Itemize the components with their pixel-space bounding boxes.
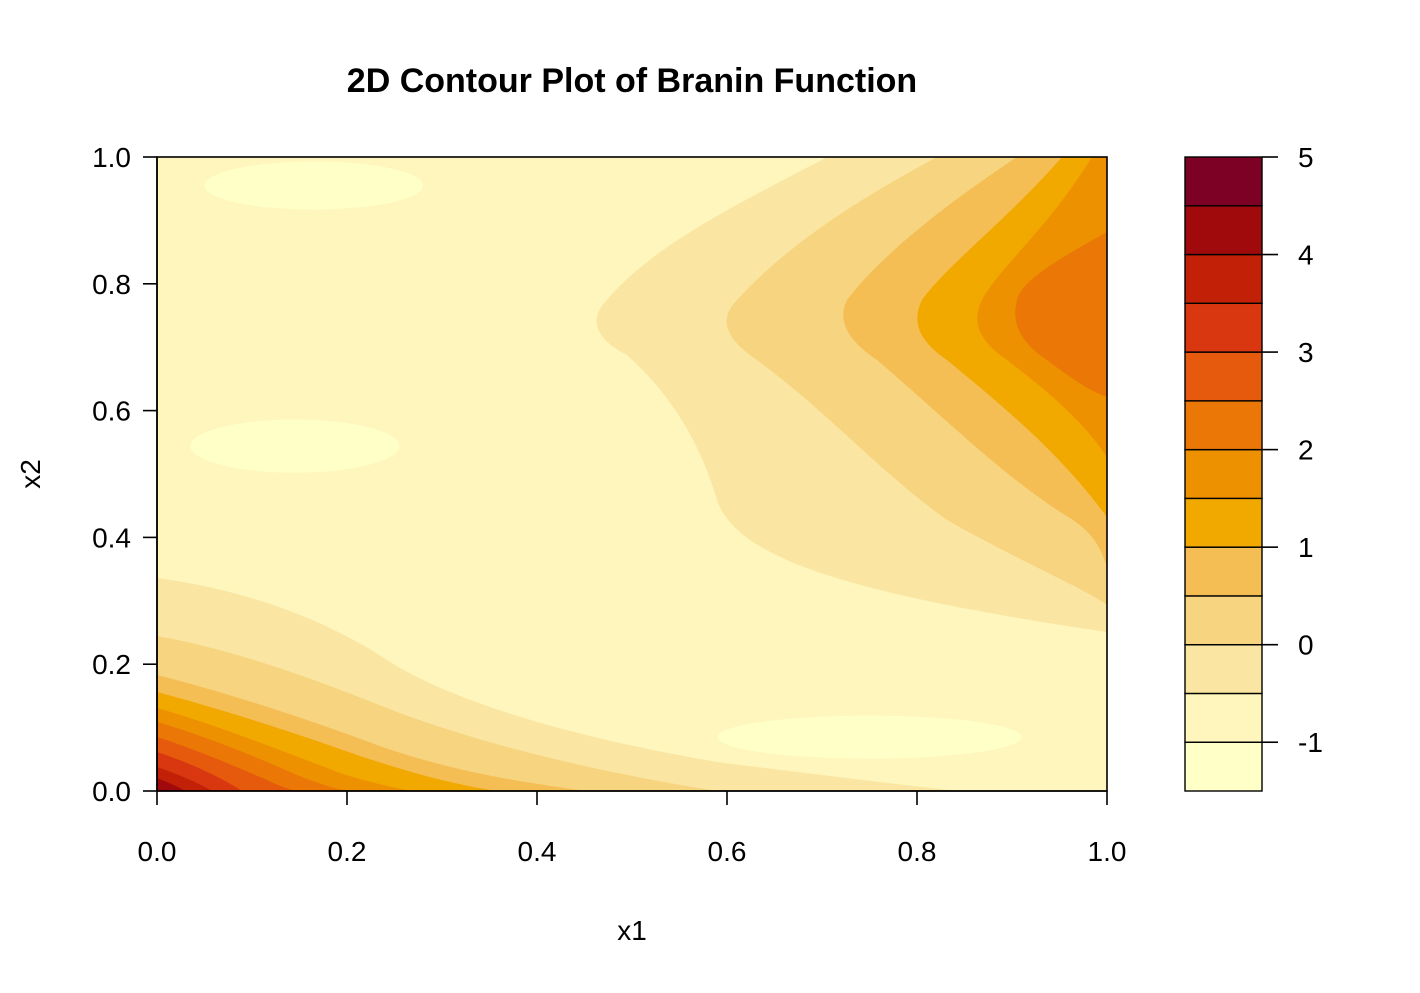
x-tick-label: 0.4 — [518, 836, 557, 867]
low-value-regions — [190, 161, 1022, 759]
y-tick-label: 1.0 — [92, 142, 131, 173]
colorbar-swatch — [1184, 302, 1263, 353]
contour-bands — [157, 157, 1107, 791]
y-axis: 0.0 0.2 0.4 0.6 0.8 1.0 — [92, 142, 158, 807]
y-tick-label: 0.2 — [92, 649, 131, 680]
x-axis: 0.0 0.2 0.4 0.6 0.8 1.0 — [138, 790, 1127, 867]
contour-band — [157, 778, 185, 791]
plot-area — [156, 156, 1108, 792]
y-tick-label: 0.4 — [92, 522, 131, 553]
colorbar-swatch — [1184, 595, 1263, 646]
x-axis-label: x1 — [617, 915, 647, 946]
colorbar-tick-label: 2 — [1298, 435, 1314, 466]
y-tick-label: 0.0 — [92, 776, 131, 807]
colorbar-swatch — [1184, 497, 1263, 548]
contour-band — [1015, 232, 1107, 397]
colorbar-swatch — [1184, 253, 1263, 305]
colorbar-tick-label: 1 — [1298, 532, 1314, 563]
colorbar-swatch — [1184, 400, 1263, 451]
x-tick-label: 0.0 — [138, 836, 177, 867]
colorbar-swatch — [1184, 692, 1263, 743]
colorbar-legend: -1 0 1 2 3 4 5 — [1184, 142, 1323, 792]
colorbar-tick-label: 4 — [1298, 240, 1314, 271]
colorbar-swatch — [1184, 448, 1263, 500]
x-tick-label: 0.2 — [328, 836, 367, 867]
y-tick-label: 0.6 — [92, 396, 131, 427]
colorbar-swatch — [1184, 205, 1263, 256]
low-region-mid-left-low — [190, 419, 400, 473]
low-region-bottom-right-low — [717, 715, 1022, 759]
colorbar-swatch — [1184, 643, 1263, 695]
y-tick-label: 0.8 — [92, 269, 131, 300]
x-tick-label: 0.8 — [898, 836, 937, 867]
colorbar-swatch — [1184, 156, 1263, 207]
low-region-top-left-low — [204, 161, 423, 210]
colorbar-swatch — [1184, 546, 1263, 597]
colorbar-tick-label: 0 — [1298, 630, 1314, 661]
x-tick-label: 0.6 — [708, 836, 747, 867]
chart-title: 2D Contour Plot of Branin Function — [347, 62, 917, 100]
colorbar-tick-label: 3 — [1298, 337, 1314, 368]
x-tick-label: 1.0 — [1088, 836, 1127, 867]
colorbar-tick-label: -1 — [1298, 727, 1323, 758]
colorbar-tick-label: 5 — [1298, 142, 1314, 173]
colorbar-swatch — [1184, 351, 1263, 402]
colorbar-swatch — [1184, 741, 1263, 792]
y-axis-label: x2 — [15, 459, 46, 489]
